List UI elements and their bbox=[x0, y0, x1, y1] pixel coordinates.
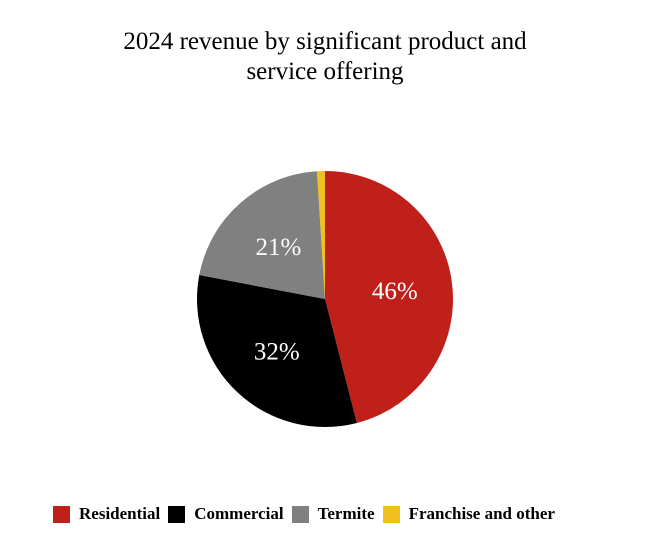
legend-swatch bbox=[291, 505, 309, 523]
data-label: 46% bbox=[372, 278, 418, 305]
legend-swatch bbox=[382, 505, 400, 523]
chart-title-line-1: 2024 revenue by significant product and bbox=[123, 28, 527, 55]
legend-swatch bbox=[53, 505, 70, 523]
legend-item-residential: Residential bbox=[53, 504, 160, 524]
legend: Residential Commercial Termite Franchise… bbox=[53, 504, 563, 524]
legend-label: Commercial bbox=[194, 504, 284, 523]
pie-slice-commercial bbox=[197, 275, 357, 427]
pie-slice-residential bbox=[325, 171, 453, 423]
legend-label: Franchise and other bbox=[408, 504, 555, 523]
chart-title-line-2: service offering bbox=[246, 58, 404, 85]
legend-item-termite: Termite bbox=[291, 504, 375, 524]
legend-swatch bbox=[168, 505, 186, 523]
pie-chart: 46% 32% 21% bbox=[197, 171, 453, 427]
pie-slice-franchise-and-other bbox=[316, 171, 325, 299]
legend-item-franchise-and-other: Franchise and other bbox=[382, 504, 555, 524]
legend-label: Termite bbox=[317, 504, 375, 523]
data-label: 32% bbox=[254, 338, 300, 365]
legend-item-commercial: Commercial bbox=[168, 504, 284, 524]
pie-slice-termite bbox=[199, 171, 325, 299]
data-label: 21% bbox=[256, 234, 302, 261]
chart-title: 2024 revenue by significant product and … bbox=[0, 27, 650, 87]
legend-label: Residential bbox=[79, 504, 161, 523]
